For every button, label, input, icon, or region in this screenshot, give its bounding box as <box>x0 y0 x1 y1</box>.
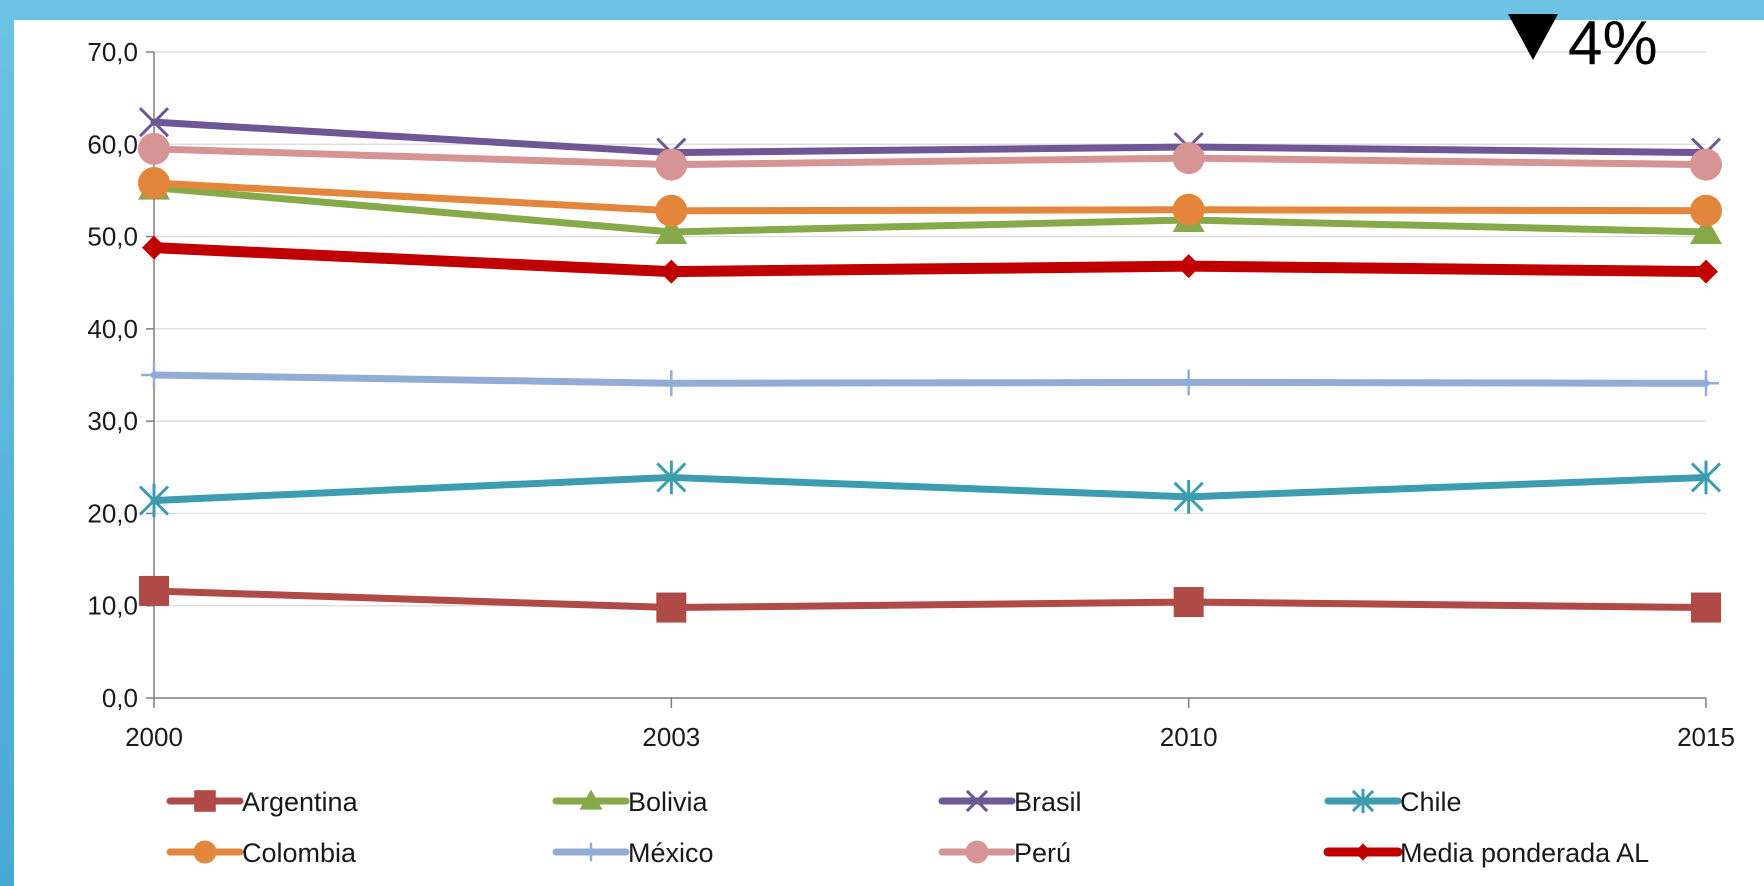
series-line <box>150 184 1710 236</box>
legend-label: Bolivia <box>628 787 709 817</box>
data-point <box>141 362 167 388</box>
data-point <box>1351 788 1375 814</box>
data-point <box>138 167 170 200</box>
data-point <box>658 370 685 397</box>
data-point <box>1173 480 1204 514</box>
y-tick-label: 20,0 <box>87 498 138 528</box>
data-point <box>1693 370 1719 397</box>
series-7 <box>138 132 1722 181</box>
series-lines <box>138 107 1722 623</box>
series-1 <box>139 575 1721 623</box>
series-line <box>150 179 1710 215</box>
data-point <box>965 789 989 813</box>
data-point <box>193 840 217 864</box>
data-point <box>138 107 170 138</box>
data-point <box>1173 587 1204 618</box>
data-point <box>1354 843 1372 861</box>
x-axis-ticks: 2000 2003 2010 2015 <box>125 722 1735 752</box>
data-point <box>1690 215 1722 244</box>
legend-label: Media ponderada AL <box>1400 838 1649 868</box>
gridlines <box>154 51 1706 607</box>
x-tick-label: 2003 <box>642 722 700 752</box>
series-4 <box>138 460 1722 518</box>
down-arrow-icon <box>1508 14 1558 60</box>
legend-item: Perú <box>938 838 1071 868</box>
data-point <box>965 840 989 864</box>
legend-label: Colombia <box>242 838 357 868</box>
badge-text: 4% <box>1568 9 1658 78</box>
data-point <box>1690 148 1722 181</box>
data-point <box>1172 193 1205 226</box>
series-line <box>150 587 1710 612</box>
legend: Argentina Bolivia Brasil Chile Colombia Méxic… <box>166 787 1649 868</box>
data-point <box>656 592 687 623</box>
legend-item: Chile <box>1324 787 1462 817</box>
y-tick-label: 10,0 <box>87 591 138 621</box>
series-line <box>150 145 1710 169</box>
data-point <box>1690 194 1722 227</box>
data-point <box>659 259 684 284</box>
legend-item: Media ponderada AL <box>1323 838 1649 868</box>
data-point <box>138 132 170 165</box>
legend-label: Perú <box>1014 838 1071 868</box>
series-5 <box>138 167 1722 227</box>
x-tick-label: 2015 <box>1677 722 1735 752</box>
data-point <box>139 575 169 606</box>
legend-label: Brasil <box>1014 787 1082 817</box>
series-line <box>150 371 1710 387</box>
data-point <box>1172 142 1205 175</box>
data-point <box>1176 254 1201 279</box>
legend-item: Brasil <box>938 787 1082 817</box>
y-tick-label: 30,0 <box>87 406 138 436</box>
legend-item: México <box>552 838 714 868</box>
legend-item: Colombia <box>166 838 357 868</box>
data-point <box>1694 259 1718 284</box>
y-tick-label: 0,0 <box>102 683 138 713</box>
data-point <box>1691 592 1721 623</box>
series-line <box>150 118 1710 157</box>
data-point <box>655 194 688 227</box>
series-8 <box>142 235 1718 284</box>
y-tick-label: 70,0 <box>87 37 138 67</box>
series-6 <box>141 362 1719 397</box>
change-badge: 4% <box>1508 9 1658 78</box>
data-point <box>194 790 216 812</box>
data-point <box>138 483 170 518</box>
legend-label: Argentina <box>242 787 359 817</box>
legend-label: México <box>628 838 714 868</box>
data-point <box>655 215 688 244</box>
data-point <box>655 148 688 181</box>
y-tick-label: 50,0 <box>87 222 138 252</box>
legend-label: Chile <box>1400 787 1462 817</box>
series-line <box>150 473 1710 505</box>
legend-item: Argentina <box>166 787 359 817</box>
y-axis-ticks: 0,0 10,0 20,0 30,0 40,0 50,0 60,0 70,0 <box>87 37 138 713</box>
legend-item: Bolivia <box>552 787 709 817</box>
data-point <box>1690 460 1722 495</box>
data-point <box>656 460 687 495</box>
data-point <box>581 842 601 862</box>
data-point <box>142 235 166 260</box>
y-tick-label: 40,0 <box>87 314 138 344</box>
data-point <box>1175 369 1202 396</box>
y-tick-label: 60,0 <box>87 129 138 159</box>
x-tick-label: 2010 <box>1160 722 1218 752</box>
data-point <box>579 789 603 810</box>
x-tick-label: 2000 <box>125 722 183 752</box>
series-line <box>148 242 1712 278</box>
